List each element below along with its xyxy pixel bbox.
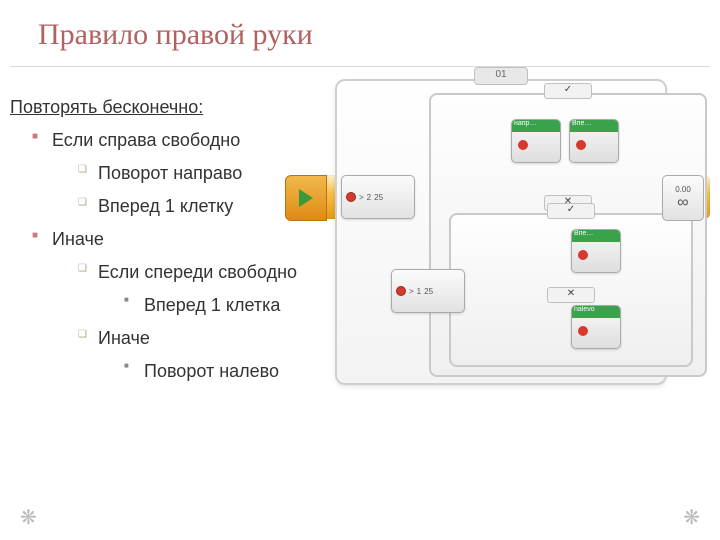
inner-switch[interactable]: ✓ Впе… ✕ nalevo > 1 25 (449, 213, 693, 367)
cond-threshold: 25 (374, 193, 383, 202)
loop-block[interactable]: 01 ✓ напр… Впе… ✕ ✓ Впе… ✕ (335, 79, 667, 385)
title-divider (10, 66, 710, 67)
pc-forward-1a: Вперед 1 клетку (78, 193, 310, 220)
pc-if-front-free: Если спереди свободно Вперед 1 клетка (78, 259, 310, 319)
block-label: напр… (512, 120, 560, 132)
param-dot-icon (518, 140, 528, 150)
param-dot-icon (578, 250, 588, 260)
start-block[interactable] (285, 175, 327, 221)
pseudocode-region: Повторять бесконечно: Если справа свобод… (10, 88, 310, 391)
block-turn-left[interactable]: nalevo (571, 305, 621, 349)
cond-compare: > (409, 287, 414, 296)
pc-if-right-free: Если справа свободно Поворот направо Впе… (32, 127, 310, 220)
block-forward-1[interactable]: Впе… (569, 119, 619, 163)
pc-inner-else: Иначе Поворот налево (78, 325, 310, 385)
infinity-icon: ∞ (677, 194, 688, 212)
inner-false-tab[interactable]: ✕ (547, 287, 595, 303)
cond-compare: > (359, 193, 364, 202)
block-label: Впе… (572, 230, 620, 242)
pc-else: Иначе Если спереди свободно Вперед 1 кле… (32, 226, 310, 385)
outer-true-tab[interactable]: ✓ (544, 83, 592, 99)
block-label: nalevo (572, 306, 620, 318)
cond-threshold: 25 (424, 287, 433, 296)
inner-true-tab[interactable]: ✓ (547, 203, 595, 219)
pc-turn-right: Поворот направо (78, 160, 310, 187)
loop-label: 01 (474, 67, 528, 85)
block-forward-2[interactable]: Впе… (571, 229, 621, 273)
pc-repeat: Повторять бесконечно: (10, 94, 310, 121)
ev3-diagram: 01 ✓ напр… Впе… ✕ ✓ Впе… ✕ (285, 75, 710, 415)
pc-turn-left: Поворот налево (124, 358, 310, 385)
cond-port: 2 (367, 193, 371, 202)
inner-switch-condition[interactable]: > 1 25 (391, 269, 465, 313)
play-icon (299, 189, 313, 207)
block-turn-right[interactable]: напр… (511, 119, 561, 163)
cond-port: 1 (417, 287, 421, 296)
pc-forward-1b: Вперед 1 клетка (124, 292, 310, 319)
loop-timer: 0.00 (675, 185, 691, 194)
sensor-icon (396, 286, 406, 296)
param-dot-icon (578, 326, 588, 336)
param-dot-icon (576, 140, 586, 150)
outer-switch-condition[interactable]: > 2 25 (341, 175, 415, 219)
loop-end-block[interactable]: 0.00 ∞ (662, 175, 704, 221)
slide-title: Правило правой руки (38, 18, 313, 52)
block-label: Впе… (570, 120, 618, 132)
slide-ornament-right: ❋ (683, 505, 700, 530)
outer-switch[interactable]: ✓ напр… Впе… ✕ ✓ Впе… ✕ (429, 93, 707, 377)
sensor-icon (346, 192, 356, 202)
slide-ornament-left: ❋ (20, 505, 37, 530)
